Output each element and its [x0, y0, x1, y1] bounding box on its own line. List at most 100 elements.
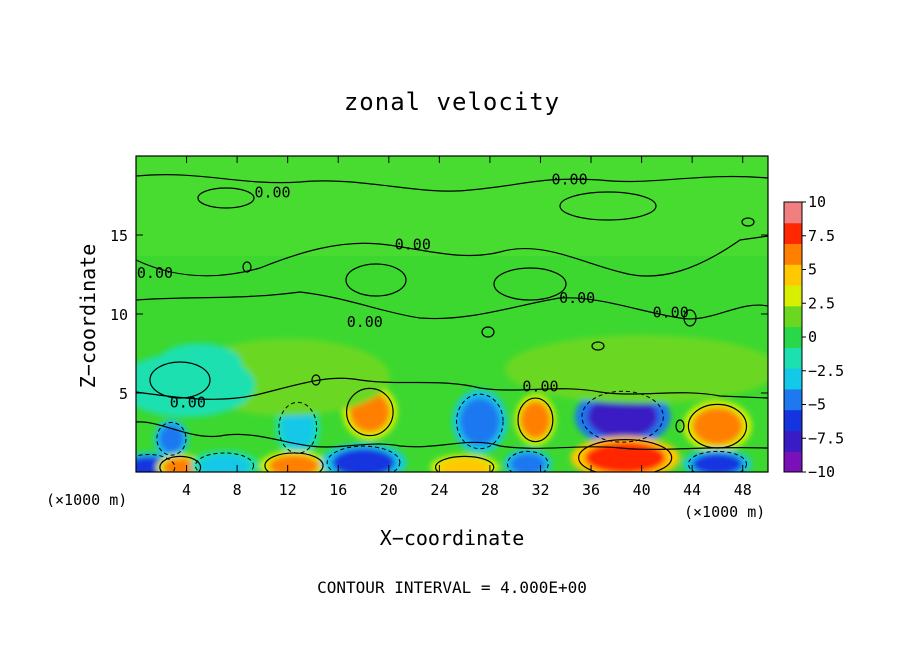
x-tick-label: 20 — [380, 481, 398, 499]
colorbar-tick-label: 0 — [808, 328, 817, 346]
x-unit-label-left: (×1000 m) — [46, 491, 128, 509]
contour-loop — [683, 309, 697, 327]
x-tick-label: 16 — [329, 481, 347, 499]
contour-loop — [741, 217, 755, 227]
contour-interval-note: CONTOUR INTERVAL = 4.000E+00 — [317, 578, 587, 597]
contour-loop — [687, 403, 748, 449]
x-tick-label: 8 — [233, 481, 242, 499]
field-cell — [439, 457, 490, 472]
contour-loop — [434, 455, 495, 472]
y-tick-label: 5 — [119, 385, 128, 403]
x-tick-label: 40 — [633, 481, 651, 499]
x-tick-label: 4 — [182, 481, 191, 499]
field-cell — [158, 424, 185, 454]
x-tick-label: 44 — [683, 481, 701, 499]
colorbar-swatch — [784, 202, 802, 224]
colorbar-swatch — [784, 388, 802, 411]
colorbar-swatch — [784, 368, 802, 390]
x-tick-label: 12 — [279, 481, 297, 499]
contour-label: 0.00 — [254, 183, 290, 201]
colorbar-tick-label: 2.5 — [808, 294, 835, 312]
contour-loop — [581, 390, 664, 443]
field-cell — [459, 397, 501, 446]
contour-loop — [675, 419, 685, 433]
colorbar-tick-label: −2.5 — [808, 362, 844, 380]
field-cell — [587, 394, 659, 439]
field-cell — [162, 457, 198, 472]
contour-loop — [278, 401, 318, 454]
colorbar-swatch — [784, 326, 802, 348]
field-cell — [692, 453, 743, 472]
contour-loop — [156, 421, 187, 456]
colorbar-swatch — [784, 451, 802, 473]
contour-loop — [159, 455, 202, 472]
field-cell — [268, 454, 320, 472]
colorbar-tick-label: −7.5 — [808, 429, 844, 447]
contour-loop — [591, 341, 605, 351]
colorbar-swatch — [784, 347, 802, 369]
x-unit-label-right: (×1000 m) — [684, 503, 766, 521]
contour-loop — [326, 445, 401, 472]
colorbar-swatch — [784, 305, 802, 328]
contour-loop — [456, 393, 504, 450]
contour-loop — [311, 374, 321, 386]
contour-label: 0.00 — [137, 264, 173, 282]
x-tick-label: 28 — [481, 481, 499, 499]
contour-label: 0.00 — [551, 171, 587, 189]
contour-loop — [345, 263, 407, 297]
contour-loop — [345, 387, 394, 437]
field-cell — [331, 448, 396, 472]
colorbar-tick-label: −5 — [808, 396, 826, 414]
contour-loop — [517, 397, 554, 443]
field-cell — [510, 453, 546, 472]
colorbar-swatch — [784, 409, 802, 431]
field-cell — [199, 454, 250, 472]
colorbar-tick-label: 7.5 — [808, 227, 835, 245]
x-tick-label: 48 — [734, 481, 752, 499]
contour-label: 0.00 — [653, 303, 689, 321]
contour-line — [136, 421, 768, 450]
contour-line — [136, 174, 768, 192]
field-cell — [540, 344, 743, 395]
contour-loop — [493, 267, 567, 301]
colorbar: 10 7.5 5 2.5 0 −2.5 −5 −7.5 −10 — [783, 193, 844, 481]
field-cell — [520, 400, 551, 439]
contour-loop — [481, 326, 495, 338]
contour-label: 0.00 — [347, 313, 383, 331]
colorbar-swatch — [784, 264, 802, 286]
field-cell — [692, 407, 743, 446]
contour-label: 0.00 — [559, 289, 595, 307]
contour-loop — [687, 450, 748, 472]
y-tick-label: 10 — [110, 306, 128, 324]
x-tick-label: 36 — [582, 481, 600, 499]
field-cell — [167, 348, 231, 381]
x-axis-label: X−coordinate — [379, 526, 525, 550]
colorbar-swatch — [784, 430, 802, 452]
contour-loop — [242, 261, 252, 273]
contour-loop — [149, 361, 211, 399]
contour-loop — [578, 439, 673, 472]
y-tick-label: 15 — [110, 227, 128, 245]
contour-label: 0.00 — [395, 235, 431, 253]
contour-line — [136, 291, 768, 320]
colorbar-tick-label: 10 — [808, 193, 826, 211]
contour-loop — [506, 450, 549, 472]
colorbar-swatch — [784, 285, 802, 307]
contour-loop — [559, 191, 657, 221]
x-tick-label: 32 — [531, 481, 549, 499]
plot-area: 0.00 0.00 0.00 0.00 0.00 0.00 0.00 0.00 0.00 — [136, 156, 768, 472]
field-cell — [281, 405, 315, 450]
contour-label: 0.00 — [170, 393, 206, 411]
contour-loop — [194, 452, 255, 472]
x-tick-label: 24 — [430, 481, 448, 499]
contour-loop — [136, 454, 176, 472]
colorbar-swatch — [784, 222, 802, 245]
colorbar-swatch — [784, 243, 802, 265]
contour-loop — [197, 187, 255, 209]
colorbar-tick-label: 5 — [808, 261, 817, 279]
chart-title: zonal velocity — [343, 88, 561, 116]
contour-line — [136, 377, 768, 400]
upper-field-band — [136, 156, 768, 256]
colorbar-tick-label: −10 — [808, 463, 835, 481]
